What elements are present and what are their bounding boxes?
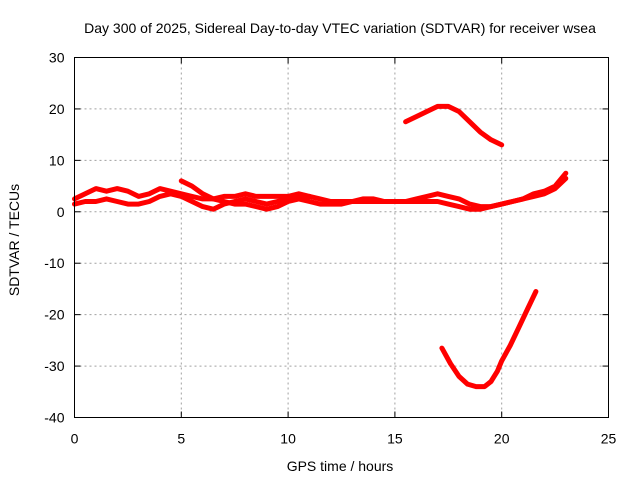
series-line-track-e [439,289,539,390]
plot-frame [74,57,609,418]
x-axis-label: GPS time / hours [287,458,394,474]
y-tick-label: -40 [44,410,64,426]
x-tick-label: 5 [177,431,185,447]
y-tick-label: 30 [49,50,65,66]
tick-marks [74,57,609,418]
series-line-track-d [403,103,505,148]
y-tick-label: -30 [44,358,64,374]
series-line-track-c [178,178,312,212]
y-axis-label: SDTVAR / TECUs [6,184,22,296]
chart-title: Day 300 of 2025, Sidereal Day-to-day VTE… [84,20,596,36]
y-tick-label: 0 [57,204,65,220]
y-tick-label: -20 [44,307,64,323]
series-line-track-b [72,170,569,212]
x-tick-label: 0 [71,431,79,447]
x-tick-label: 20 [494,431,510,447]
x-tick-label: 15 [387,431,403,447]
x-tick-label: 25 [601,431,617,447]
x-tick-label: 10 [280,431,296,447]
y-tick-label: 10 [49,152,65,168]
x-tick-labels: 0 5 10 15 20 25 [71,431,617,447]
y-tick-labels: -40 -30 -20 -10 0 10 20 30 [44,50,64,426]
y-tick-label: 20 [49,101,65,117]
grid [74,57,609,418]
y-tick-label: -10 [44,255,64,271]
series-group [72,103,569,390]
